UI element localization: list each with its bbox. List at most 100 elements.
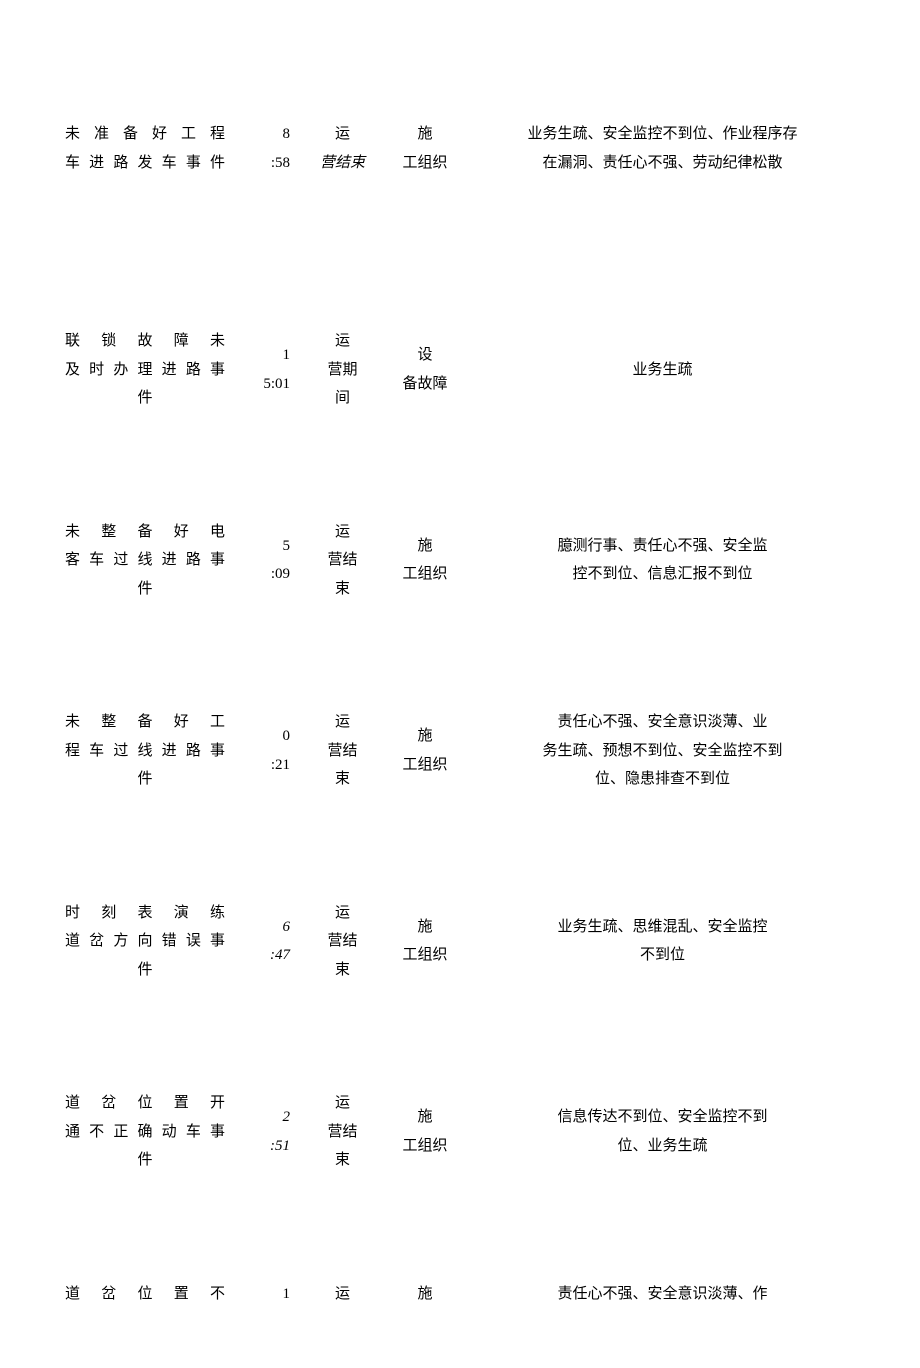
reason-line: 位、业务生疏 (470, 1132, 855, 1161)
reason-line: 臆测行事、责任心不强、安全监 (470, 532, 855, 561)
time-line: :51 (230, 1132, 290, 1161)
event-line: 未整备好电 (65, 518, 225, 547)
event-line: 道岔方向错误事 (65, 927, 225, 956)
type-line: 工组织 (385, 149, 465, 178)
period-cell: 运营期间 (300, 327, 385, 413)
table-row: 未准备好工程车进路发车事件8:58运营结束施工组织业务生疏、安全监控不到位、作业… (60, 120, 860, 177)
time-line: 8 (230, 120, 290, 149)
reason-cell: 信息传达不到位、安全监控不到位、业务生疏 (465, 1103, 860, 1160)
reason-line: 在漏洞、责任心不强、劳动纪律松散 (470, 149, 855, 178)
reason-line: 业务生疏、安全监控不到位、作业程序存 (470, 120, 855, 149)
event-line: 联锁故障未 (65, 327, 225, 356)
reason-line: 业务生疏、思维混乱、安全监控 (470, 913, 855, 942)
event-line: 未整备好工 (65, 708, 225, 737)
time-line: :47 (230, 941, 290, 970)
type-line: 工组织 (385, 1132, 465, 1161)
event-line: 程车过线进路事 (65, 737, 225, 766)
type-cell: 施工组织 (385, 532, 465, 589)
table-row: 时刻表演练道岔方向错误事件6:47运营结束施工组织业务生疏、思维混乱、安全监控不… (60, 899, 860, 985)
reason-line: 责任心不强、安全意识淡薄、业 (470, 708, 855, 737)
reason-line: 位、隐患排查不到位 (470, 765, 855, 794)
period-cell: 运营结束 (300, 899, 385, 985)
type-line: 施 (385, 722, 465, 751)
time-line: :21 (230, 751, 290, 780)
event-line: 道岔位置不 (65, 1280, 225, 1309)
period-cell: 运 (300, 1280, 385, 1309)
event-line: 及时办理进路事 (65, 356, 225, 385)
time-line: 6 (230, 913, 290, 942)
event-line: 未准备好工程 (65, 120, 225, 149)
period-line: 运 (300, 899, 385, 928)
event-cell: 未准备好工程车进路发车事件 (60, 120, 230, 177)
period-line: 运 (300, 518, 385, 547)
type-line: 工组织 (385, 560, 465, 589)
event-line: 件 (65, 956, 225, 985)
period-line: 运 (300, 1089, 385, 1118)
time-line: 5:01 (230, 370, 290, 399)
type-line: 设 (385, 341, 465, 370)
reason-cell: 臆测行事、责任心不强、安全监控不到位、信息汇报不到位 (465, 532, 860, 589)
type-cell: 施工组织 (385, 913, 465, 970)
time-cell: 15:01 (230, 341, 300, 398)
type-cell: 设备故障 (385, 341, 465, 398)
event-cell: 未整备好电客车过线进路事件 (60, 518, 230, 604)
reason-cell: 业务生疏 (465, 356, 860, 385)
event-line: 车进路发车事件 (65, 149, 225, 178)
reason-line: 业务生疏 (470, 356, 855, 385)
period-line: 运 (300, 1280, 385, 1309)
type-cell: 施工组织 (385, 120, 465, 177)
event-cell: 道岔位置不 (60, 1280, 230, 1309)
type-line: 施 (385, 1103, 465, 1132)
period-line: 束 (300, 575, 385, 604)
type-line: 施 (385, 120, 465, 149)
time-cell: 6:47 (230, 913, 300, 970)
reason-line: 信息传达不到位、安全监控不到 (470, 1103, 855, 1132)
reason-cell: 责任心不强、安全意识淡薄、作 (465, 1280, 860, 1309)
event-cell: 时刻表演练道岔方向错误事件 (60, 899, 230, 985)
table-container: 未准备好工程车进路发车事件8:58运营结束施工组织业务生疏、安全监控不到位、作业… (60, 120, 860, 1308)
time-cell: 5:09 (230, 532, 300, 589)
event-line: 时刻表演练 (65, 899, 225, 928)
reason-cell: 责任心不强、安全意识淡薄、业务生疏、预想不到位、安全监控不到位、隐患排查不到位 (465, 708, 860, 794)
event-line: 道岔位置开 (65, 1089, 225, 1118)
period-line: 束 (300, 765, 385, 794)
event-cell: 联锁故障未及时办理进路事件 (60, 327, 230, 413)
period-line: 营结 (300, 737, 385, 766)
period-cell: 运营结束 (300, 708, 385, 794)
time-cell: 1 (230, 1280, 300, 1309)
type-line: 施 (385, 532, 465, 561)
time-cell: 0:21 (230, 722, 300, 779)
type-line: 备故障 (385, 370, 465, 399)
time-cell: 8:58 (230, 120, 300, 177)
reason-line: 务生疏、预想不到位、安全监控不到 (470, 737, 855, 766)
table-row: 未整备好工程车过线进路事件0:21运营结束施工组织责任心不强、安全意识淡薄、业务… (60, 708, 860, 794)
event-line: 件 (65, 384, 225, 413)
period-cell: 运营结束 (300, 518, 385, 604)
period-line: 运 (300, 327, 385, 356)
event-line: 通不正确动车事 (65, 1118, 225, 1147)
reason-cell: 业务生疏、安全监控不到位、作业程序存在漏洞、责任心不强、劳动纪律松散 (465, 120, 860, 177)
time-cell: 2:51 (230, 1103, 300, 1160)
table-row: 道岔位置开通不正确动车事件2:51运营结束施工组织信息传达不到位、安全监控不到位… (60, 1089, 860, 1175)
reason-line: 控不到位、信息汇报不到位 (470, 560, 855, 589)
time-line: 1 (230, 341, 290, 370)
time-line: 1 (230, 1280, 290, 1309)
period-line: 营结束 (300, 149, 385, 178)
period-cell: 运营结束 (300, 1089, 385, 1175)
period-line: 束 (300, 1146, 385, 1175)
event-line: 件 (65, 1146, 225, 1175)
time-line: 2 (230, 1103, 290, 1132)
reason-line: 责任心不强、安全意识淡薄、作 (470, 1280, 855, 1309)
event-line: 件 (65, 765, 225, 794)
time-line: 0 (230, 722, 290, 751)
period-line: 营结 (300, 1118, 385, 1147)
period-line: 间 (300, 384, 385, 413)
event-cell: 未整备好工程车过线进路事件 (60, 708, 230, 794)
period-line: 运 (300, 708, 385, 737)
period-line: 营期 (300, 356, 385, 385)
event-line: 件 (65, 575, 225, 604)
type-cell: 施工组织 (385, 722, 465, 779)
period-line: 运 (300, 120, 385, 149)
type-line: 工组织 (385, 941, 465, 970)
type-cell: 施 (385, 1280, 465, 1309)
